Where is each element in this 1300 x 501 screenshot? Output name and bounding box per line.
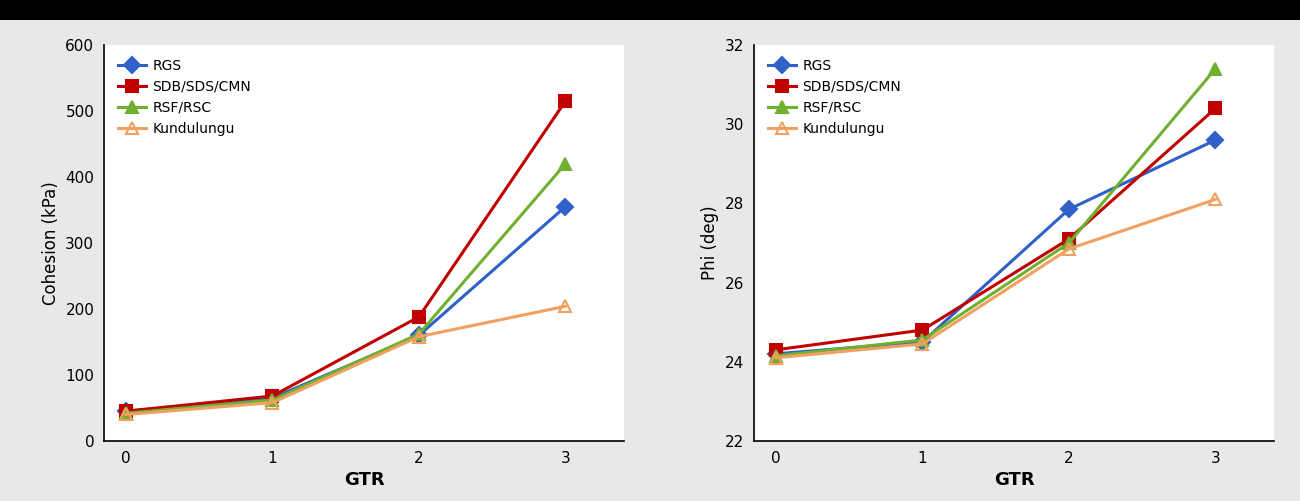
X-axis label: GTR: GTR [993,471,1035,489]
Legend: RGS, SDB/SDS/CMN, RSF/RSC, Kundulungu: RGS, SDB/SDS/CMN, RSF/RSC, Kundulungu [111,52,259,143]
Y-axis label: Phi (deg): Phi (deg) [701,205,719,280]
X-axis label: GTR: GTR [343,471,385,489]
Y-axis label: Cohesion (kPa): Cohesion (kPa) [42,181,60,305]
Legend: RGS, SDB/SDS/CMN, RSF/RSC, Kundulungu: RGS, SDB/SDS/CMN, RSF/RSC, Kundulungu [760,52,909,143]
